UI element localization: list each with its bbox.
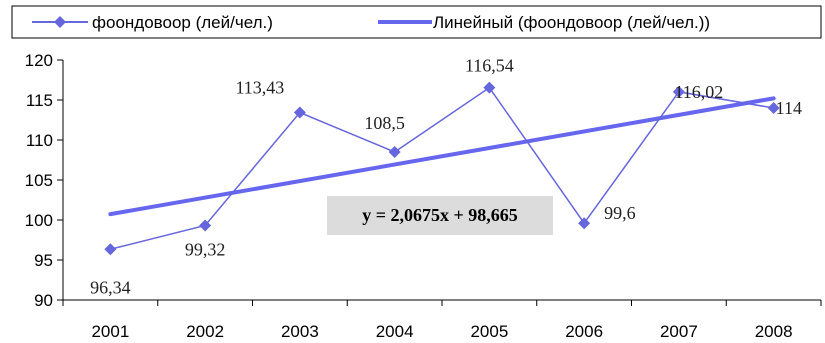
data-point-marker [388, 146, 401, 158]
legend: фоондовоор (лей/чел.) Линейный (фоондово… [11, 5, 822, 39]
x-tick-label: 2001 [91, 322, 129, 341]
data-point-marker [483, 81, 496, 94]
data-label: 113,43 [235, 78, 284, 98]
equation-text: y = 2,0675x + 98,665 [362, 205, 518, 225]
data-point-marker [578, 217, 591, 230]
y-tick-label: 90 [34, 291, 53, 310]
y-axis: 90 95 100 105 110 115 120 [25, 51, 64, 310]
y-tick-label: 105 [25, 171, 53, 190]
x-tick-label: 2002 [186, 322, 224, 341]
series-line [110, 86, 774, 251]
y-tick-label: 100 [25, 211, 53, 230]
y-tick-label: 120 [25, 51, 53, 70]
equation-box [327, 196, 553, 235]
data-point-marker [104, 243, 117, 256]
x-tick-label: 2003 [281, 322, 319, 341]
series-markers [104, 81, 780, 256]
y-tick-label: 95 [34, 251, 53, 270]
data-label: 114 [776, 98, 802, 118]
trendline-equation: y = 2,0675x + 98,665 [327, 196, 553, 235]
x-axis: 2001 2002 2003 2004 2005 2006 2007 2008 [62, 299, 822, 341]
data-point-marker [293, 106, 306, 119]
data-label: 116,02 [674, 82, 723, 102]
x-tick-label: 2004 [376, 322, 414, 341]
x-tick-label: 2007 [660, 322, 698, 341]
x-ticks: 2001 2002 2003 2004 2005 2006 2007 2008 [62, 300, 822, 341]
x-tick-label: 2005 [470, 322, 508, 341]
legend-series-label: фоондовоор (лей/чел.) [92, 13, 273, 32]
x-tick-label: 2008 [755, 322, 793, 341]
data-label: 99,6 [604, 203, 636, 223]
data-label: 108,5 [364, 113, 405, 133]
y-tick-label: 115 [26, 91, 53, 110]
x-tick-label: 2006 [565, 322, 603, 341]
data-point-marker [199, 219, 212, 232]
data-point-marker [767, 102, 780, 114]
data-label: 116,54 [465, 56, 514, 76]
data-point-marker [672, 85, 685, 98]
data-labels: 96,34 99,32 113,43 108,5 116,54 99,6 116,02 114 [90, 56, 802, 298]
y-ticks: 90 95 100 105 110 115 120 [25, 51, 63, 310]
trendline [108, 96, 776, 217]
data-label: 99,32 [185, 239, 226, 259]
data-label: 96,34 [90, 277, 131, 297]
y-tick-label: 110 [26, 131, 53, 150]
legend-trendline-label: Линейный (фоондовоор (лей/чел.)) [433, 13, 710, 32]
legend-series-marker-icon [54, 16, 66, 28]
